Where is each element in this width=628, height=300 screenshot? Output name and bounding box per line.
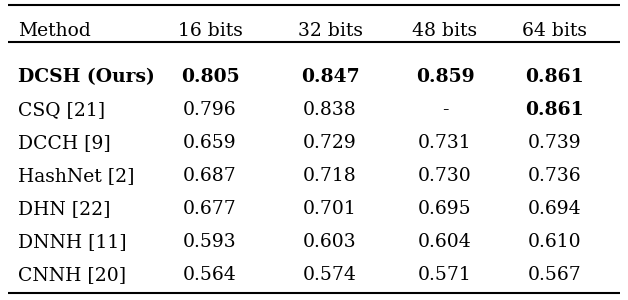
- Text: CSQ [21]: CSQ [21]: [18, 101, 105, 119]
- Text: 0.610: 0.610: [528, 233, 582, 251]
- Text: 0.739: 0.739: [528, 134, 582, 152]
- Text: 0.861: 0.861: [526, 101, 585, 119]
- Text: 16 bits: 16 bits: [178, 22, 242, 40]
- Text: 0.796: 0.796: [183, 101, 237, 119]
- Text: Method: Method: [18, 22, 91, 40]
- Text: 48 bits: 48 bits: [413, 22, 477, 40]
- Text: 0.593: 0.593: [183, 233, 237, 251]
- Text: 0.729: 0.729: [303, 134, 357, 152]
- Text: 0.694: 0.694: [528, 200, 582, 218]
- Text: 0.859: 0.859: [416, 68, 474, 86]
- Text: 32 bits: 32 bits: [298, 22, 362, 40]
- Text: 0.701: 0.701: [303, 200, 357, 218]
- Text: CNNH [20]: CNNH [20]: [18, 266, 126, 284]
- Text: 0.838: 0.838: [303, 101, 357, 119]
- Text: HashNet [2]: HashNet [2]: [18, 167, 134, 185]
- Text: 0.604: 0.604: [418, 233, 472, 251]
- Text: 0.571: 0.571: [418, 266, 472, 284]
- Text: 0.736: 0.736: [528, 167, 582, 185]
- Text: DHN [22]: DHN [22]: [18, 200, 111, 218]
- Text: 0.861: 0.861: [526, 68, 585, 86]
- Text: 0.805: 0.805: [181, 68, 239, 86]
- Text: 0.687: 0.687: [183, 167, 237, 185]
- Text: 0.718: 0.718: [303, 167, 357, 185]
- Text: DCCH [9]: DCCH [9]: [18, 134, 111, 152]
- Text: 0.567: 0.567: [528, 266, 582, 284]
- Text: 0.847: 0.847: [301, 68, 359, 86]
- Text: 0.677: 0.677: [183, 200, 237, 218]
- Text: 64 bits: 64 bits: [522, 22, 588, 40]
- Text: 0.695: 0.695: [418, 200, 472, 218]
- Text: 0.731: 0.731: [418, 134, 472, 152]
- Text: 0.564: 0.564: [183, 266, 237, 284]
- Text: 0.574: 0.574: [303, 266, 357, 284]
- Text: -: -: [441, 101, 448, 119]
- Text: 0.730: 0.730: [418, 167, 472, 185]
- Text: DNNH [11]: DNNH [11]: [18, 233, 127, 251]
- Text: 0.659: 0.659: [183, 134, 237, 152]
- Text: DCSH (Ours): DCSH (Ours): [18, 68, 154, 86]
- Text: 0.603: 0.603: [303, 233, 357, 251]
